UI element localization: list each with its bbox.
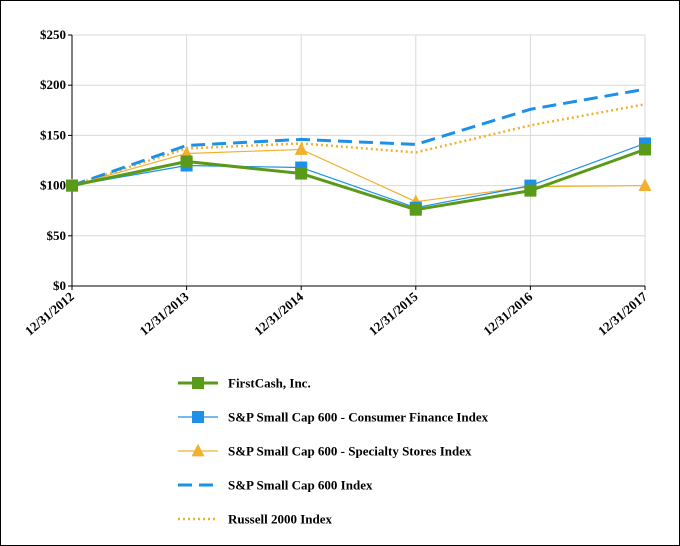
legend-swatch-marker: [192, 377, 204, 389]
gridlines: [72, 34, 646, 287]
x-tick-label: 12/31/2013: [137, 288, 192, 338]
series-line: [71, 148, 646, 203]
legend-label: S&P Small Cap 600 - Consumer Finance Ind…: [228, 410, 489, 425]
data-point-marker: [638, 178, 652, 191]
data-point-marker: [409, 203, 422, 216]
x-tick-label: 12/31/2017: [595, 288, 650, 338]
legend-swatch-marker: [192, 411, 204, 423]
series-lines: [65, 87, 652, 216]
legend-label: S&P Small Cap 600 - Specialty Stores Ind…: [228, 444, 472, 459]
series-line: [71, 103, 646, 187]
x-tick-label: 12/31/2015: [366, 288, 421, 338]
y-tick-label: $50: [47, 228, 67, 243]
legend: FirstCash, Inc. S&P Small Cap 600 - Consu…: [178, 376, 489, 527]
y-axis-tick-labels: $0 $50 $100 $150 $200 $250: [40, 27, 66, 293]
data-point-marker: [294, 142, 308, 155]
legend-item: S&P Small Cap 600 - Specialty Stores Ind…: [178, 444, 472, 459]
data-point-marker: [66, 179, 78, 192]
data-point-marker: [180, 155, 193, 168]
y-tick-label: $0: [53, 278, 66, 293]
legend-label: FirstCash, Inc.: [228, 376, 311, 391]
series-line: [71, 87, 646, 188]
series-3: [71, 87, 646, 188]
series-line: [71, 142, 646, 209]
series-4: [71, 103, 646, 187]
x-tick-label: 12/31/2016: [480, 288, 535, 338]
axes: [68, 34, 646, 290]
series-2: [65, 142, 652, 208]
legend-item: FirstCash, Inc.: [178, 376, 311, 391]
legend-item: S&P Small Cap 600 Index: [178, 478, 373, 493]
data-point-marker: [295, 167, 308, 180]
x-axis-tick-labels: 12/31/2012 12/31/2013 12/31/2014 12/31/2015…: [22, 288, 650, 338]
legend-swatch-marker: [191, 443, 205, 457]
y-tick-label: $250: [40, 27, 66, 42]
legend-item: S&P Small Cap 600 - Consumer Finance Ind…: [178, 410, 489, 425]
series-line: [71, 148, 646, 212]
y-tick-label: $150: [40, 127, 66, 142]
data-point-marker: [524, 184, 537, 197]
legend-label: S&P Small Cap 600 Index: [228, 478, 373, 493]
legend-label: Russell 2000 Index: [228, 512, 333, 527]
y-tick-label: $100: [40, 178, 66, 193]
series-0: [66, 143, 651, 216]
x-tick-label: 12/31/2014: [251, 288, 306, 338]
legend-item: Russell 2000 Index: [178, 512, 333, 527]
y-tick-label: $200: [40, 77, 66, 92]
data-point-marker: [639, 143, 651, 156]
x-tick-label: 12/31/2012: [22, 289, 77, 339]
